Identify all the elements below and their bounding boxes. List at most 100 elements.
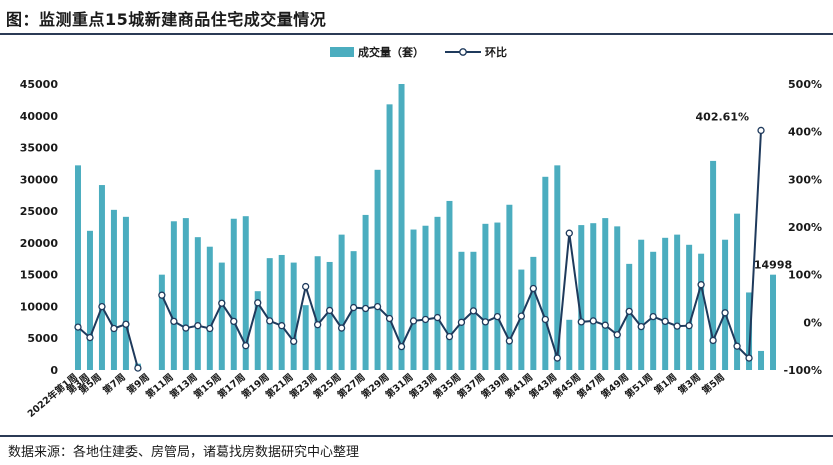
line-point: [122, 320, 130, 328]
line-point: [182, 324, 190, 332]
line-point: [230, 317, 238, 326]
line-point: [661, 317, 669, 326]
bar: [674, 234, 681, 370]
line-point: [733, 342, 741, 350]
bar: [734, 213, 741, 370]
bar: [422, 225, 429, 370]
line-point: [266, 317, 274, 325]
line-point: [625, 307, 633, 316]
y-left-tick-label: 35000: [20, 142, 59, 155]
y-right-tick-label: 200%: [788, 221, 822, 234]
bar: [662, 237, 669, 370]
bar: [290, 262, 297, 370]
bar: [170, 221, 177, 370]
line-point: [409, 317, 418, 325]
bar: [122, 216, 129, 370]
line-series: [77, 130, 762, 369]
bar: [554, 165, 561, 370]
line-point: [206, 324, 214, 333]
bar: [626, 263, 633, 370]
y-right-tick-label: 400%: [788, 126, 822, 139]
bar: [206, 246, 213, 370]
x-tick-label: 第51周: [623, 371, 655, 401]
legend-line-marker: [459, 48, 467, 56]
bar: [530, 256, 537, 370]
bar: [590, 223, 597, 370]
line-point: [697, 281, 705, 289]
bar: [338, 234, 345, 370]
y-right-tick-label: -100%: [783, 364, 822, 377]
bar: [458, 251, 465, 370]
bar-series: [74, 84, 777, 371]
x-axis-labels: 2022年第1周第3周第5周第7周第9周第11周第13周第15周第17周第19周…: [25, 371, 727, 420]
x-tick-label: 第1周: [652, 371, 679, 397]
y-right-tick-label: 300%: [788, 173, 822, 186]
top-rule: [0, 33, 833, 35]
line-point: [254, 299, 262, 307]
line-point: [541, 315, 549, 324]
line-point: [649, 312, 657, 321]
chart-title: 图：监测重点15城新建商品住宅成交量情况: [6, 10, 327, 29]
y-right-tick-label: 500%: [788, 78, 822, 91]
bar: [242, 216, 249, 370]
line-point: [325, 306, 334, 315]
line-point: [385, 314, 394, 323]
bar: [314, 256, 321, 370]
y-left-tick-label: 10000: [20, 300, 59, 313]
bar: [650, 251, 657, 370]
bar: [710, 160, 717, 370]
line-point: [517, 312, 526, 320]
line-point: [613, 331, 621, 339]
bar: [482, 223, 489, 370]
line-point: [337, 324, 346, 332]
bar: [158, 274, 165, 370]
line-point: [433, 313, 442, 322]
y-left-tick-label: 30000: [20, 173, 59, 186]
bar: [494, 222, 501, 370]
y-left-tick-label: 25000: [20, 205, 59, 218]
bar: [374, 169, 381, 370]
bar: [98, 185, 105, 370]
bar: [230, 218, 237, 370]
bar: [218, 262, 225, 370]
bar: [398, 84, 405, 370]
line-point: [218, 299, 226, 307]
line-point: [361, 304, 370, 313]
x-tick-label: 第5周: [700, 371, 727, 397]
bar: [446, 200, 453, 370]
line-point: [170, 317, 178, 326]
line-point: [74, 323, 82, 331]
bar: [614, 226, 621, 370]
line-point: [637, 322, 645, 331]
bar: [326, 261, 333, 370]
line-point: [349, 303, 358, 312]
bottom-rule: [0, 435, 833, 437]
line-point: [194, 322, 202, 330]
y-right-tick-label: 100%: [788, 269, 822, 282]
data-label: 14998: [754, 259, 792, 272]
line-point: [589, 317, 597, 325]
combo-chart: 成交量（套） 环比 0 5000 10000 15000 20000 25000 30000…: [20, 45, 822, 420]
bar: [86, 230, 93, 370]
bar: [746, 292, 753, 370]
x-tick-label: 第3周: [676, 371, 703, 397]
line-point: [469, 307, 478, 315]
line-point: [242, 342, 250, 350]
line-point: [745, 354, 753, 362]
bar: [518, 269, 525, 370]
line-point: [302, 282, 310, 291]
line-point: [373, 302, 382, 311]
line-point: [134, 364, 142, 372]
left-y-axis: 0 5000 10000 15000 20000 25000 30000 35000 40000…: [20, 78, 59, 377]
bar: [254, 291, 261, 370]
bar: [686, 244, 693, 370]
line-point: [481, 318, 490, 326]
line-point: [505, 337, 514, 345]
bar: [602, 218, 609, 370]
y-left-tick-label: 15000: [20, 269, 59, 282]
bar: [506, 204, 513, 370]
line-point: [110, 324, 118, 333]
line-markers: [74, 126, 765, 372]
bar: [302, 305, 309, 370]
legend-bar-label: 成交量（套）: [358, 45, 424, 59]
